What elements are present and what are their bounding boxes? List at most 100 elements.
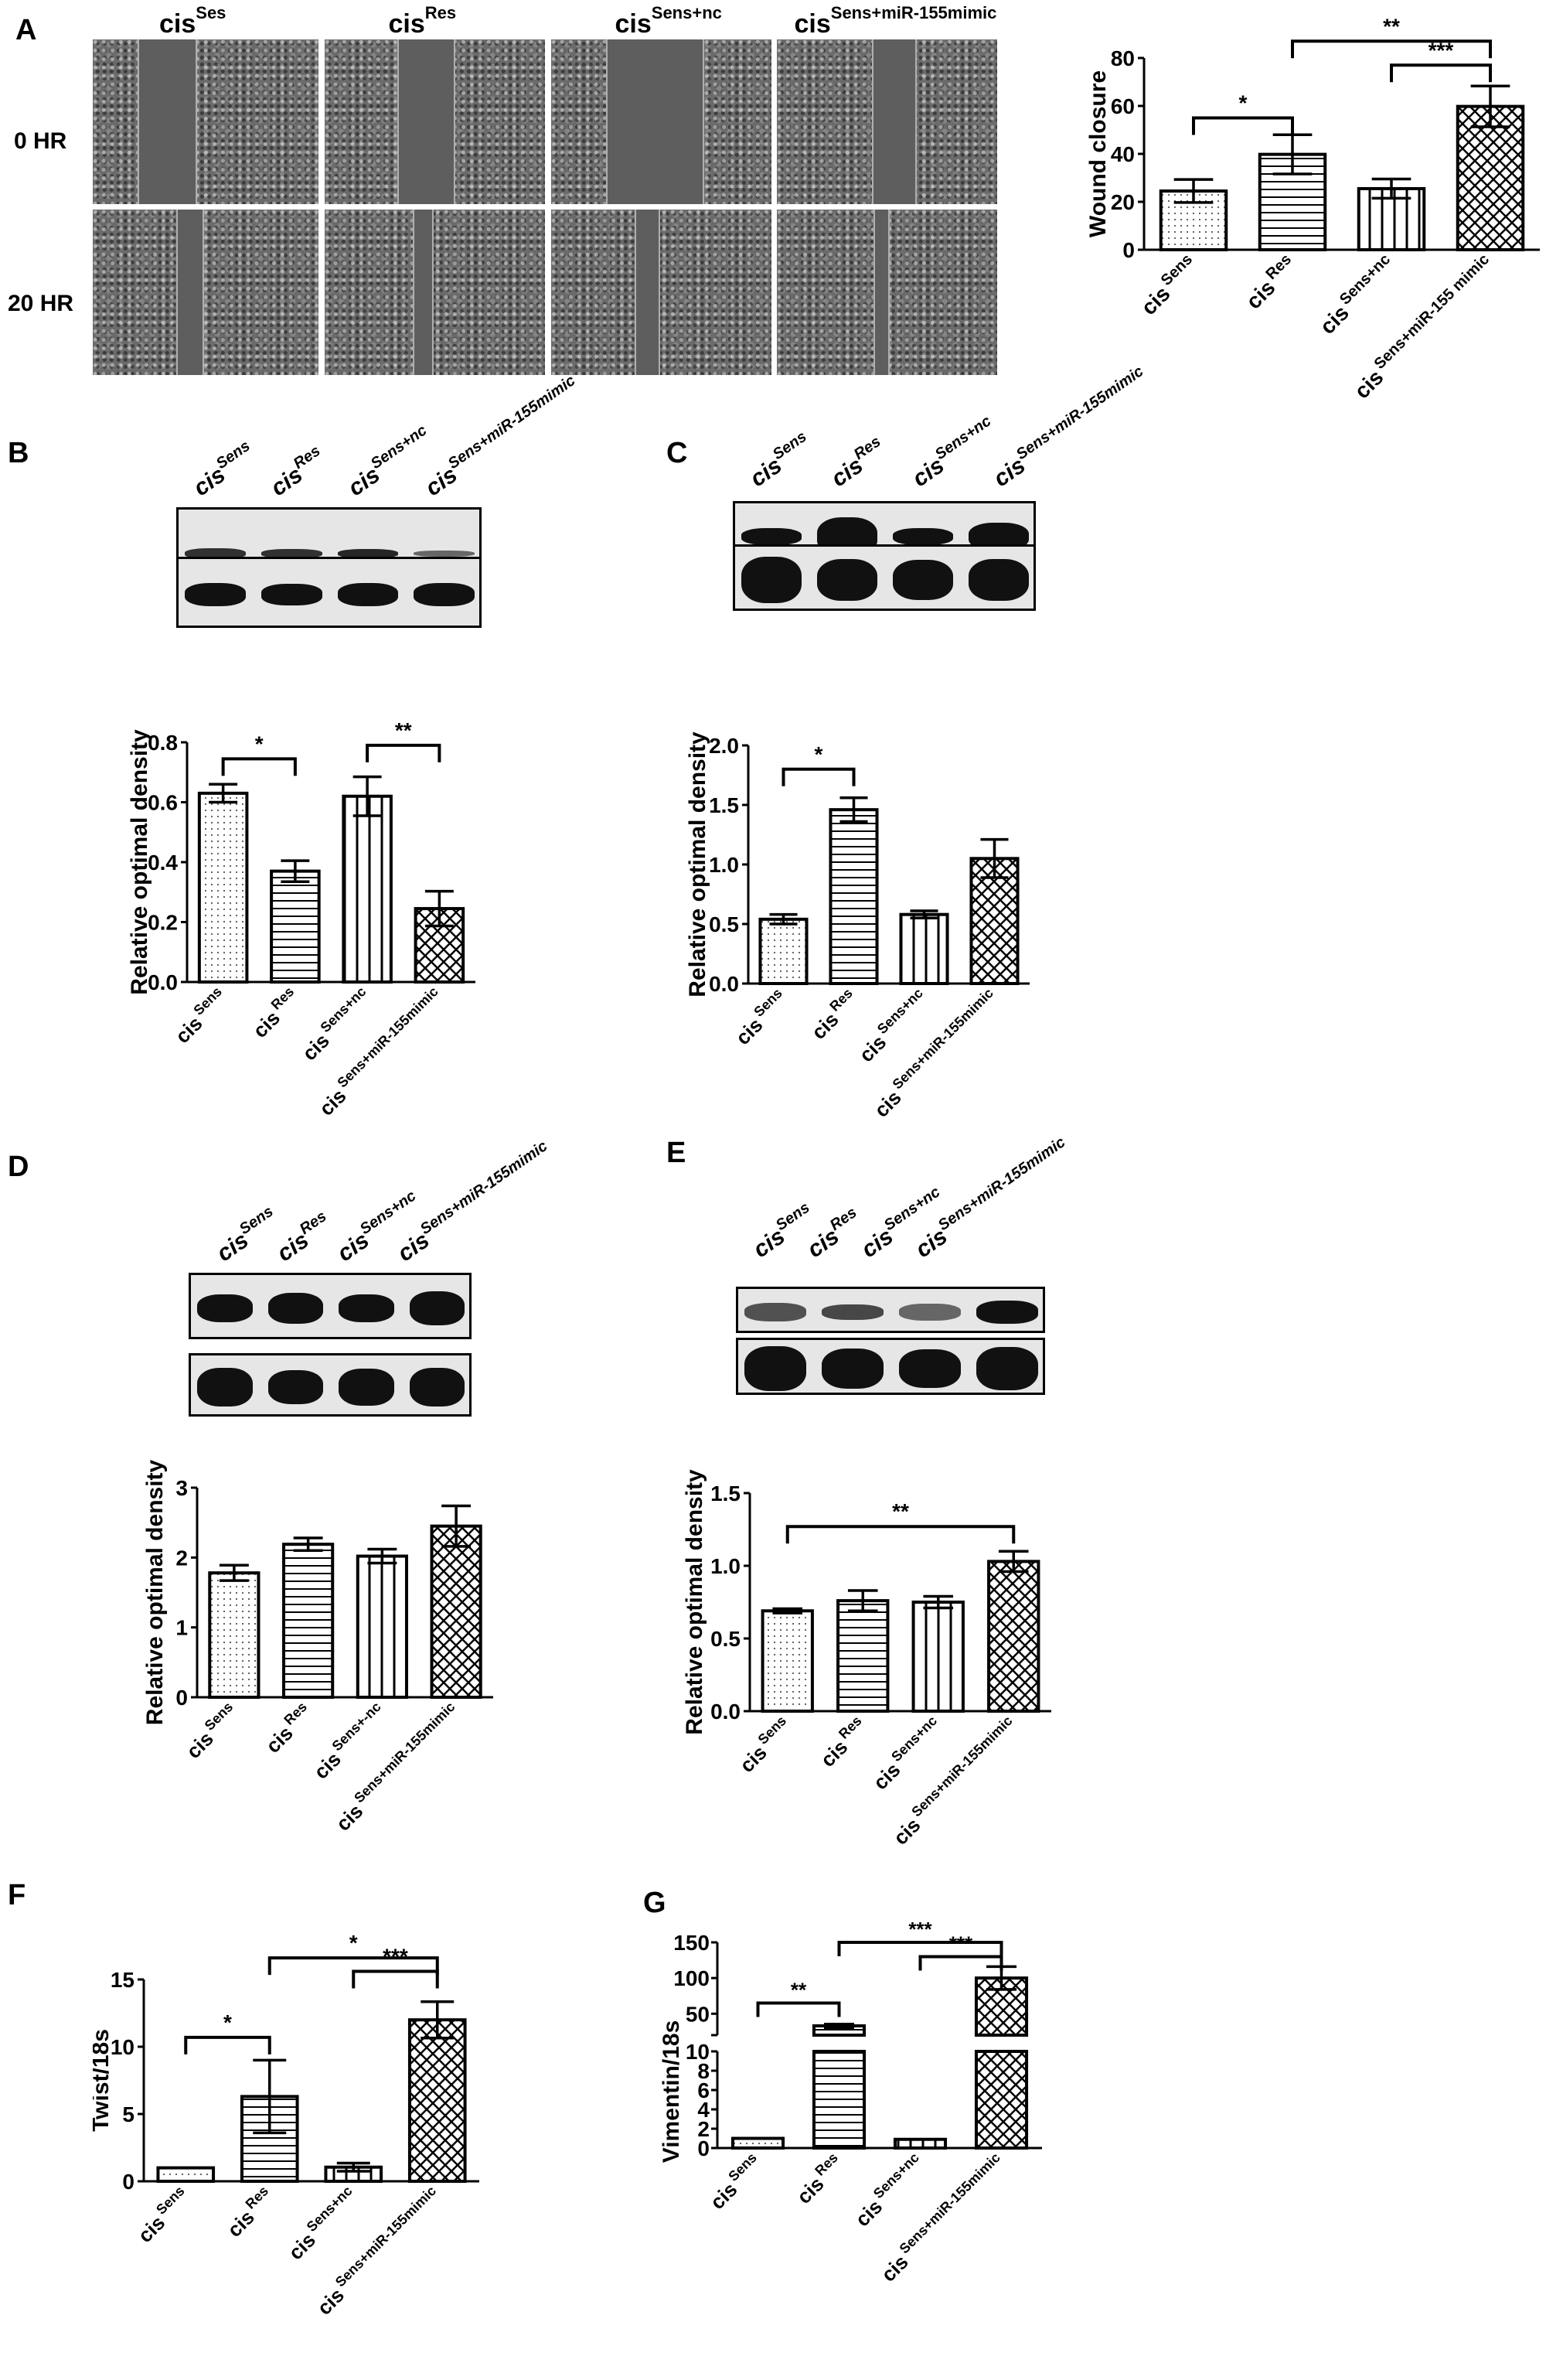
chart-vimentin-expression: 0 2 4 6 8 10 50 100 150 Vimentin/18s cisSens cisRes…: [657, 1887, 1183, 2376]
chart-fibronectin-density: 0.0 0.5 1.0 1.5 Relative optimal density cisS…: [673, 1454, 1175, 1887]
protein-band: [197, 1368, 253, 1407]
blot-loading-control: [189, 1353, 472, 1417]
svg-text:2: 2: [175, 1546, 188, 1570]
lane-label-1: cisRes: [826, 433, 884, 493]
cell-texture: [325, 210, 545, 375]
svg-text:cisSens: cisSens: [703, 2150, 768, 2214]
lane-label-0: cisSens: [745, 428, 810, 493]
protein-band: [893, 528, 953, 545]
svg-text:cisSens+nc: cisSens+nc: [281, 2183, 363, 2264]
protein-band: [822, 1304, 884, 1320]
svg-text:150: 150: [673, 1931, 710, 1955]
lane-label-1: cisRes: [266, 442, 324, 502]
svg-text:2: 2: [697, 2117, 710, 2141]
panel-b-label: B: [8, 437, 29, 469]
wound-gap: [176, 210, 205, 375]
svg-text:Vimentin/18s: Vimentin/18s: [659, 2020, 684, 2163]
svg-text:cisRes: cisRes: [805, 985, 863, 1044]
wound-gap: [871, 39, 917, 204]
protein-band: [899, 1304, 961, 1321]
protein-band: [267, 1293, 323, 1324]
svg-text:0.4: 0.4: [148, 851, 178, 875]
svg-text:1.0: 1.0: [709, 853, 739, 877]
blot-target: [736, 1287, 1045, 1333]
panel-f-label: F: [8, 1879, 26, 1911]
svg-text:***: ***: [383, 1945, 408, 1969]
svg-text:2.0: 2.0: [709, 734, 739, 758]
svg-text:Relative optimal density: Relative optimal density: [682, 1469, 707, 1735]
protein-band: [899, 1349, 961, 1388]
svg-text:**: **: [892, 1499, 909, 1523]
svg-text:*: *: [223, 2010, 232, 2034]
svg-text:0.0: 0.0: [148, 970, 178, 994]
micrograph-20hr-1: [325, 210, 545, 375]
protein-band: [267, 1370, 323, 1404]
lane-label-0: cisSens: [189, 437, 254, 502]
panel-c-label: C: [666, 437, 688, 469]
svg-text:cisSens+miR-155mimic: cisSens+miR-155mimic: [312, 984, 449, 1120]
svg-text:0: 0: [122, 2170, 135, 2194]
svg-text:0.0: 0.0: [709, 972, 739, 996]
protein-band: [817, 559, 877, 601]
column-header-0: cisSes: [159, 3, 226, 39]
svg-text:***: ***: [908, 1918, 932, 1941]
svg-text:cisRes: cisRes: [814, 1713, 873, 1771]
protein-band: [197, 1294, 253, 1322]
svg-text:5: 5: [122, 2102, 135, 2126]
cell-texture: [93, 210, 318, 375]
svg-text:0.8: 0.8: [148, 731, 178, 755]
protein-band: [409, 1368, 465, 1407]
svg-text:*: *: [1239, 91, 1248, 115]
protein-band: [409, 1291, 465, 1325]
protein-band: [185, 583, 246, 606]
lane-label-3: cisSens+miR-155mimic: [421, 372, 579, 502]
chart-b-catenin-density: 0 1 2 3 Relative optimal density cisSens cisRe…: [116, 1454, 618, 1887]
protein-band: [976, 1347, 1038, 1390]
wound-gap: [606, 39, 704, 204]
svg-text:Relative optimal density: Relative optimal density: [685, 731, 710, 997]
svg-text:*: *: [255, 731, 264, 755]
protein-band: [337, 583, 399, 606]
svg-text:cisSens: cisSens: [1134, 251, 1203, 319]
protein-band: [414, 551, 475, 557]
wound-gap: [397, 39, 456, 204]
column-header-2: cisSens+nc: [615, 3, 722, 39]
svg-text:3: 3: [175, 1476, 188, 1500]
column-header-3: cisSens+miR-155mimic: [794, 3, 997, 39]
svg-text:cisRes: cisRes: [246, 984, 305, 1042]
protein-band: [741, 557, 802, 603]
svg-text:50: 50: [686, 2002, 710, 2026]
wound-gap: [138, 39, 198, 204]
protein-band: [976, 1301, 1038, 1324]
protein-band: [185, 548, 246, 559]
lane-label-0: cisSens: [212, 1202, 277, 1267]
micrograph-0hr-2: [551, 39, 771, 204]
protein-band: [822, 1349, 884, 1389]
wound-gap: [635, 210, 660, 375]
svg-text:60: 60: [1111, 94, 1135, 118]
svg-text:Wound closure: Wound closure: [1085, 70, 1111, 237]
protein-band: [744, 1346, 806, 1391]
svg-text:10: 10: [686, 2040, 710, 2064]
svg-text:1.5: 1.5: [710, 1482, 741, 1505]
blot-loading-control: [736, 1338, 1045, 1395]
column-header-1: cisRes: [388, 3, 457, 39]
svg-text:0.6: 0.6: [148, 791, 178, 815]
protein-band: [337, 549, 399, 558]
svg-text:cisRes: cisRes: [1239, 251, 1302, 313]
chart-e-cadherin-density: 0.0 0.2 0.4 0.6 0.8 Relative optimal density c…: [116, 696, 618, 1175]
svg-text:0: 0: [1122, 238, 1135, 262]
cell-texture: [93, 39, 318, 204]
lane-label-1: cisRes: [272, 1208, 330, 1267]
svg-text:15: 15: [111, 1968, 135, 1992]
svg-text:20: 20: [1111, 190, 1135, 214]
protein-band: [893, 560, 953, 600]
lane-label-2: cisSens+nc: [343, 421, 431, 502]
svg-text:100: 100: [673, 1966, 710, 1990]
protein-band: [744, 1303, 806, 1321]
chart-wound-closure: 0 20 40 60 80 Wound closure cisSens cisRes cisSe…: [1067, 0, 1546, 526]
blot-loading-control: [733, 544, 1036, 611]
blot-loading-control: [176, 557, 482, 628]
svg-text:cisSens: cisSens: [131, 2183, 196, 2247]
svg-text:Relative optimal density: Relative optimal density: [142, 1459, 168, 1725]
